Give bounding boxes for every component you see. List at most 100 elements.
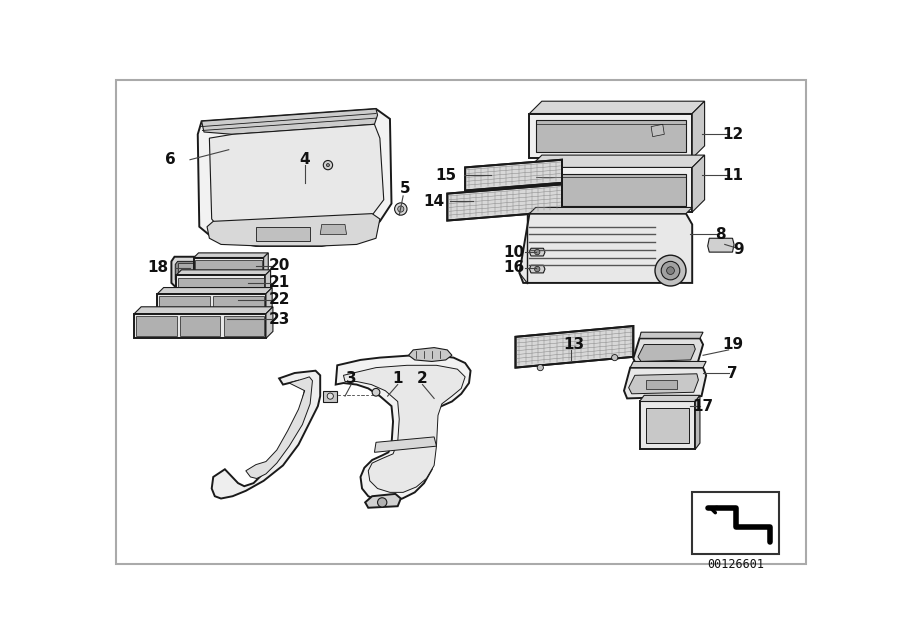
Circle shape [328, 393, 333, 399]
Polygon shape [344, 366, 465, 493]
Circle shape [535, 267, 540, 272]
Text: 15: 15 [436, 168, 456, 182]
Polygon shape [634, 338, 703, 366]
Polygon shape [536, 120, 686, 152]
Polygon shape [202, 109, 378, 135]
Polygon shape [136, 316, 176, 336]
Text: 10: 10 [503, 244, 525, 260]
Text: 9: 9 [734, 242, 744, 257]
Text: 1: 1 [392, 371, 403, 386]
Text: 12: 12 [722, 127, 743, 142]
Text: 18: 18 [147, 260, 168, 275]
Polygon shape [529, 114, 692, 158]
Text: 14: 14 [424, 194, 445, 209]
Polygon shape [198, 109, 392, 246]
Text: 17: 17 [692, 399, 714, 413]
Polygon shape [536, 174, 686, 206]
Polygon shape [266, 288, 272, 318]
Polygon shape [177, 278, 264, 297]
Polygon shape [158, 293, 266, 318]
Polygon shape [213, 296, 265, 316]
Polygon shape [529, 167, 692, 212]
Bar [645, 380, 677, 389]
Polygon shape [374, 437, 436, 452]
Polygon shape [465, 160, 562, 191]
Bar [323, 390, 338, 403]
Polygon shape [212, 371, 320, 498]
Text: 4: 4 [300, 152, 310, 167]
Text: 22: 22 [268, 292, 290, 308]
Text: 16: 16 [503, 260, 525, 275]
Circle shape [667, 267, 674, 274]
Polygon shape [516, 326, 634, 367]
Polygon shape [638, 345, 696, 362]
Polygon shape [696, 396, 700, 449]
Text: 8: 8 [716, 227, 726, 242]
Polygon shape [223, 316, 265, 336]
Text: 6: 6 [166, 152, 176, 167]
Text: 7: 7 [727, 366, 738, 380]
Polygon shape [171, 256, 207, 286]
Polygon shape [365, 494, 400, 508]
Polygon shape [264, 253, 268, 281]
Text: 21: 21 [268, 276, 290, 290]
Polygon shape [246, 377, 312, 478]
Polygon shape [194, 253, 268, 258]
Polygon shape [529, 155, 705, 167]
Polygon shape [176, 262, 203, 283]
Polygon shape [447, 184, 562, 221]
Text: 00126601: 00126601 [707, 558, 764, 571]
Polygon shape [176, 275, 266, 300]
Circle shape [394, 203, 407, 215]
Bar [640, 401, 696, 449]
Circle shape [372, 389, 380, 396]
Polygon shape [266, 307, 273, 338]
Polygon shape [529, 101, 705, 114]
Circle shape [535, 249, 540, 255]
Bar [178, 263, 200, 280]
Text: 2: 2 [417, 371, 428, 386]
Polygon shape [630, 362, 707, 367]
Polygon shape [158, 288, 272, 293]
Polygon shape [628, 374, 698, 394]
Bar [645, 408, 689, 443]
Polygon shape [336, 355, 471, 501]
Polygon shape [207, 214, 380, 246]
Polygon shape [707, 238, 734, 252]
Polygon shape [624, 367, 706, 398]
Polygon shape [176, 270, 271, 275]
Text: 20: 20 [268, 258, 290, 274]
Polygon shape [159, 296, 211, 316]
Polygon shape [409, 348, 452, 362]
Polygon shape [692, 155, 705, 212]
Polygon shape [195, 260, 262, 278]
Polygon shape [134, 314, 266, 338]
Bar [692, 493, 779, 554]
Text: 11: 11 [722, 168, 743, 182]
Polygon shape [640, 332, 703, 338]
Circle shape [612, 355, 617, 360]
Polygon shape [180, 316, 220, 336]
Polygon shape [194, 258, 264, 281]
Polygon shape [692, 101, 705, 158]
Polygon shape [266, 270, 271, 300]
Polygon shape [210, 124, 383, 237]
Polygon shape [640, 396, 700, 401]
Circle shape [398, 206, 404, 212]
Polygon shape [529, 265, 545, 273]
Circle shape [323, 161, 333, 170]
Text: 13: 13 [563, 337, 584, 352]
Text: 3: 3 [346, 371, 356, 386]
Text: 5: 5 [400, 181, 410, 196]
Text: 19: 19 [722, 337, 743, 352]
Polygon shape [651, 124, 664, 137]
Polygon shape [519, 214, 692, 283]
Circle shape [655, 255, 686, 286]
Polygon shape [529, 207, 692, 214]
Text: 23: 23 [268, 311, 290, 327]
Polygon shape [134, 307, 273, 314]
Circle shape [662, 262, 680, 280]
Circle shape [327, 163, 329, 167]
Polygon shape [529, 248, 545, 256]
Circle shape [378, 498, 387, 507]
